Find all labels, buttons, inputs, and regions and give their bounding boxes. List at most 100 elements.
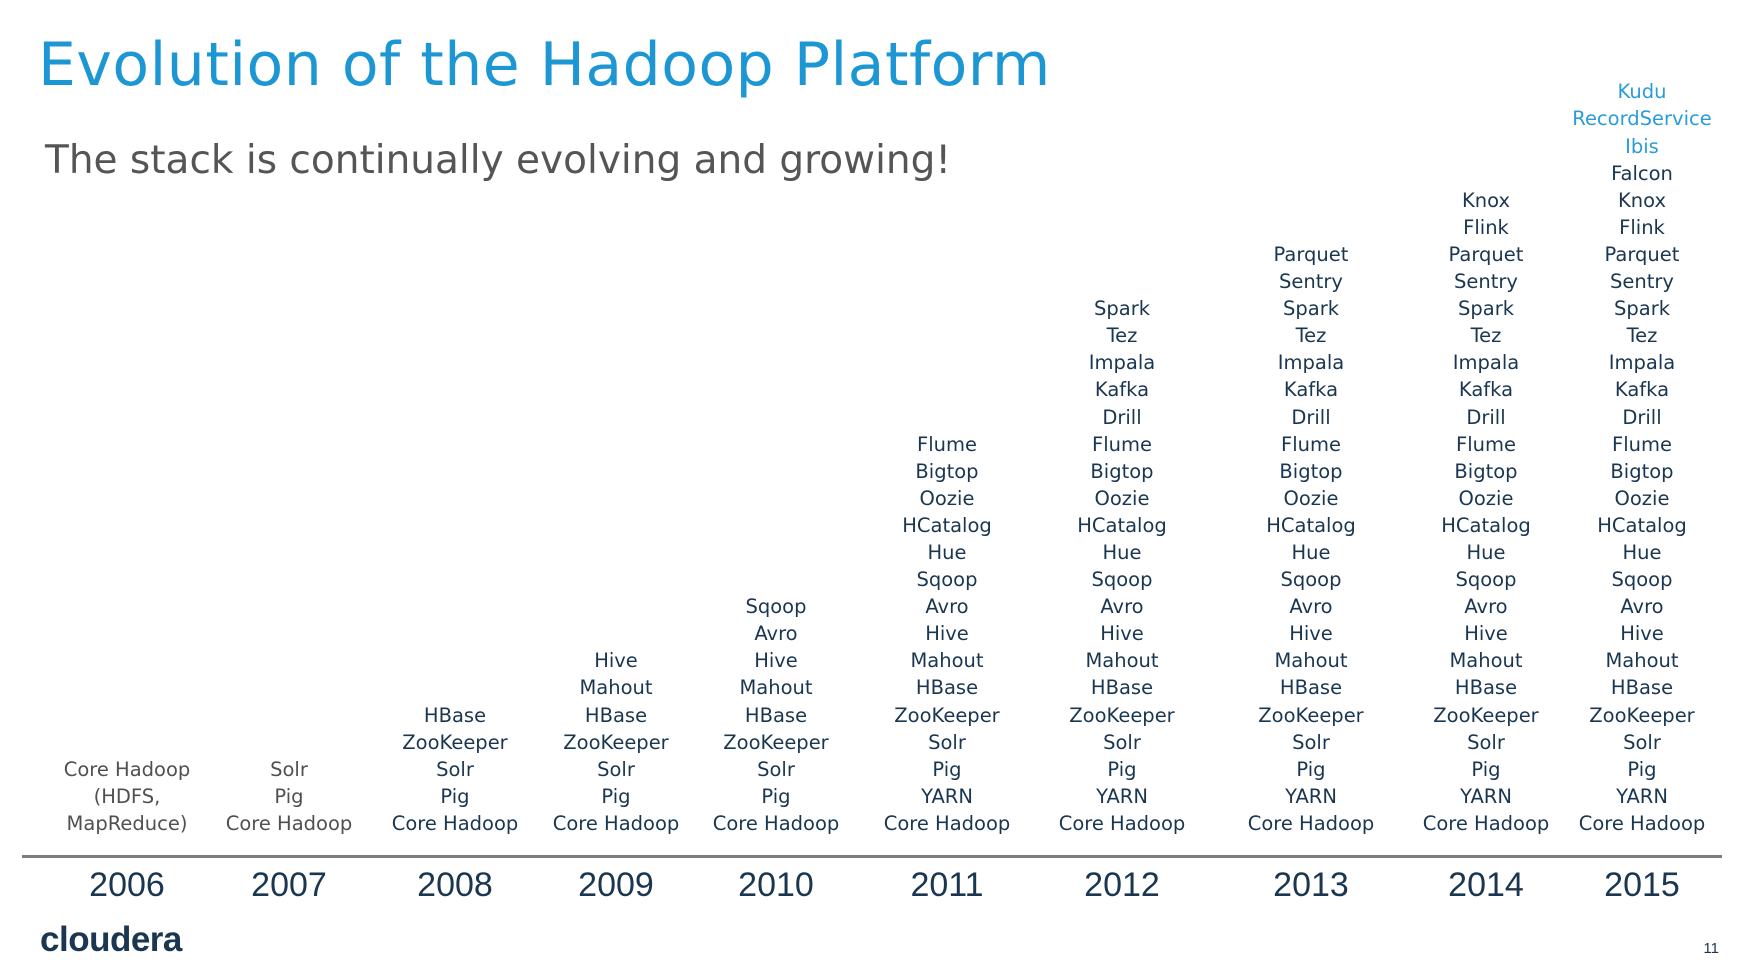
stack-item: Hive: [1464, 622, 1508, 646]
stack-item: Pig: [601, 784, 631, 808]
stack-item: Hue: [927, 540, 967, 564]
stack-item: Hive: [1620, 622, 1664, 646]
stack-item: Drill: [1466, 405, 1506, 429]
stack-item: Drill: [1102, 405, 1142, 429]
stack-item: Flink: [1619, 215, 1665, 239]
stack-item: HBase: [915, 676, 979, 700]
stack-item: Pig: [1296, 757, 1326, 781]
stack-item: Impala: [1277, 351, 1345, 375]
stack-item: Pig: [1627, 757, 1657, 781]
stack-item: ZooKeeper: [894, 703, 1000, 727]
stack-item: HCatalog: [1441, 513, 1531, 537]
stack-item: Mahout: [1605, 649, 1679, 673]
stack-item: Core Hadoop: [1578, 811, 1706, 835]
stack-item: Tez: [1295, 324, 1327, 348]
stack-item: YARN: [1460, 784, 1512, 808]
stack-item: ZooKeeper: [563, 730, 669, 754]
stack-item: Kafka: [1458, 378, 1514, 402]
stack-item: MapReduce): [66, 811, 188, 835]
stack-item: Core Hadoop: [712, 811, 840, 835]
stack-item: Oozie: [1458, 486, 1514, 510]
stack-item: HBase: [1610, 676, 1674, 700]
stack-item: Avro: [1100, 595, 1144, 619]
stack-item: ZooKeeper: [1258, 703, 1364, 727]
page-number: 11: [1703, 940, 1719, 957]
stack-item: Impala: [1452, 351, 1520, 375]
page-title: Evolution of the Hadoop Platform: [38, 30, 1051, 100]
stack-column-2014: Knox Flink Parquet Sentry Spark Tez Impala Kafk…: [1406, 187, 1566, 837]
year-label-2013: 2013: [1273, 866, 1349, 904]
stack-item: Avro: [1464, 595, 1508, 619]
stack-item: Tez: [1470, 324, 1502, 348]
stack-item: Flink: [1463, 215, 1509, 239]
stack-item: Pig: [274, 784, 304, 808]
stack-item: YARN: [1616, 784, 1668, 808]
stack-item: Avro: [1620, 595, 1664, 619]
stack-item: Spark: [1282, 297, 1339, 321]
stack-item: Mahout: [739, 676, 813, 700]
stack-item: Bigtop: [1090, 459, 1154, 483]
stack-item: Core Hadoop: [63, 757, 191, 781]
stack-item: Oozie: [1614, 486, 1670, 510]
stack-item: Impala: [1608, 351, 1676, 375]
stack-item: Mahout: [1449, 649, 1523, 673]
stack-item: Bigtop: [1610, 459, 1674, 483]
stack-item: Sqoop: [1091, 568, 1153, 592]
stack-item: YARN: [921, 784, 973, 808]
stack-item: (HDFS,: [93, 784, 161, 808]
stack-item: Sentry: [1610, 270, 1674, 294]
stack-column-2009: Hive Mahout HBase ZooKeeper Solr Pig Core Hado…: [536, 647, 696, 837]
page-subtitle: The stack is continually evolving and gr…: [45, 138, 952, 183]
stack-item: Mahout: [910, 649, 984, 673]
stack-item: Flume: [1612, 432, 1672, 456]
stack-item: Core Hadoop: [1422, 811, 1550, 835]
stack-item: ZooKeeper: [402, 730, 508, 754]
stack-item: Hive: [594, 649, 638, 673]
stack-item: HCatalog: [1077, 513, 1167, 537]
stack-item: Spark: [1093, 297, 1150, 321]
stack-item-new: RecordService: [1572, 107, 1712, 131]
stack-item: Flume: [917, 432, 977, 456]
stack-item: Core Hadoop: [552, 811, 680, 835]
stack-column-2013: Parquet Sentry Spark Tez Impala Kafka Drill Flu…: [1231, 241, 1391, 837]
stack-item: Oozie: [1094, 486, 1150, 510]
stack-item: Knox: [1617, 188, 1667, 212]
stack-item: Solr: [1623, 730, 1661, 754]
stack-item: Falcon: [1611, 161, 1673, 185]
stack-item: Solr: [597, 757, 635, 781]
stack-item: Hive: [1289, 622, 1333, 646]
stack-item: Sqoop: [1280, 568, 1342, 592]
stack-item: Pig: [1107, 757, 1137, 781]
stack-item: Hive: [925, 622, 969, 646]
stack-item: Pig: [440, 784, 470, 808]
stack-item: Hive: [1100, 622, 1144, 646]
stack-item: HBase: [1279, 676, 1343, 700]
stack-item: Avro: [925, 595, 969, 619]
stack-item: ZooKeeper: [723, 730, 829, 754]
stack-item: Impala: [1088, 351, 1156, 375]
stack-item: Sqoop: [916, 568, 978, 592]
stack-item: Core Hadoop: [391, 811, 519, 835]
stack-item: Core Hadoop: [1247, 811, 1375, 835]
stack-item-new: Ibis: [1625, 134, 1659, 158]
stack-item: Sentry: [1454, 270, 1518, 294]
stack-item: HCatalog: [1266, 513, 1356, 537]
stack-item: Spark: [1457, 297, 1514, 321]
stack-item: Core Hadoop: [883, 811, 1011, 835]
stack-item: Sqoop: [1455, 568, 1517, 592]
stack-column-2011: Flume Bigtop Oozie HCatalog Hue Sqoop Avro Hive…: [867, 431, 1027, 837]
stack-item: Flume: [1281, 432, 1341, 456]
stack-item: Parquet: [1448, 242, 1524, 266]
timeline-axis: [22, 855, 1722, 858]
year-label-2007: 2007: [251, 866, 327, 904]
stack-item: Avro: [754, 622, 798, 646]
stack-item: Bigtop: [1454, 459, 1518, 483]
year-label-2012: 2012: [1084, 866, 1160, 904]
stack-item: YARN: [1285, 784, 1337, 808]
stack-item: Core Hadoop: [225, 811, 353, 835]
stack-column-2012: Spark Tez Impala Kafka Drill Flume Bigtop Oozie…: [1042, 295, 1202, 837]
stack-item: Bigtop: [1279, 459, 1343, 483]
stack-item: HBase: [744, 703, 808, 727]
stack-item: Knox: [1461, 188, 1511, 212]
stack-item: Core Hadoop: [1058, 811, 1186, 835]
